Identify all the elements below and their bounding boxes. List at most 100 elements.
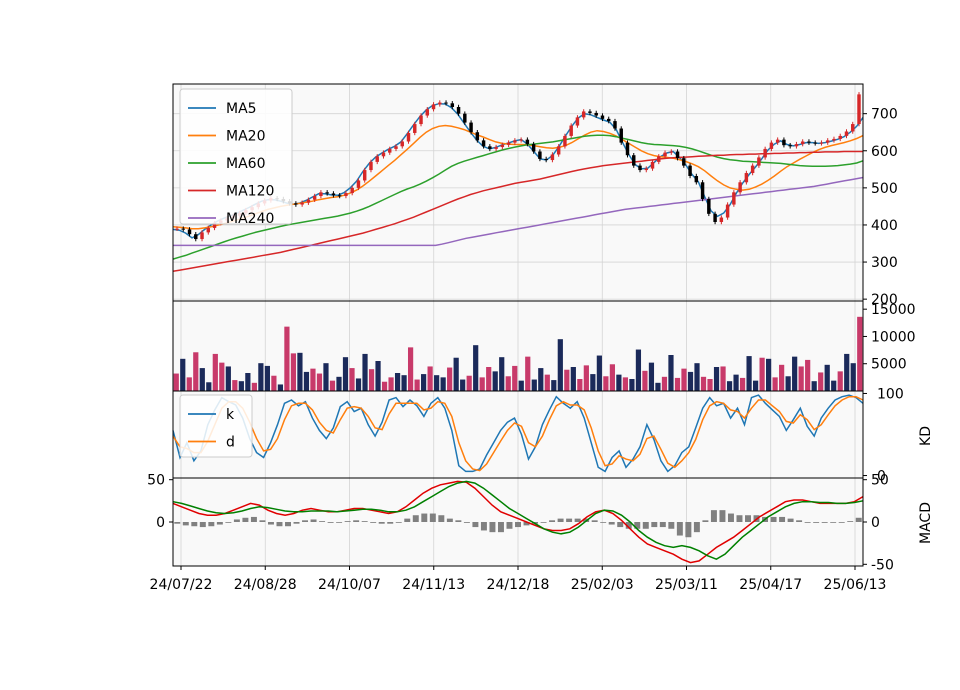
legend-label-ma60: MA60 <box>226 156 265 172</box>
candle-body <box>600 115 605 119</box>
volume-bar <box>290 353 297 391</box>
candle-body <box>725 204 730 218</box>
volume-bar <box>739 377 746 391</box>
candle-body <box>800 141 805 145</box>
volume-bar <box>486 367 492 391</box>
volume-bar <box>414 379 420 391</box>
macd-histogram-bar <box>727 513 734 522</box>
volume-bar <box>622 377 629 391</box>
macd-histogram-bar <box>429 513 436 522</box>
macd-histogram-bar <box>412 515 419 522</box>
volume-bar <box>368 369 375 391</box>
axis-ticks: 24/07/22 24/08/28 24/10/07 24/11/13 24/12/18… <box>147 107 915 593</box>
candle-body <box>413 124 417 133</box>
candle-body <box>606 118 611 122</box>
volume-bar <box>726 381 733 391</box>
candle-body <box>475 132 480 141</box>
candle-body <box>350 187 354 194</box>
candle-body <box>444 102 448 104</box>
legend-label-ma240: MA240 <box>226 211 274 227</box>
candle-body <box>381 152 386 157</box>
macd-histogram-bar <box>591 520 598 522</box>
macd-histogram-bar <box>293 522 300 524</box>
volume-bar <box>557 339 563 391</box>
volume-bar <box>824 364 830 391</box>
candle-body <box>575 117 580 126</box>
candle-body <box>819 142 824 144</box>
kd-k-line <box>172 394 864 473</box>
macd-histogram-bar <box>480 522 487 531</box>
volume-bar <box>232 380 238 391</box>
volume-bar <box>713 367 720 391</box>
macd-histogram-bar <box>693 522 700 533</box>
series-ma120-line <box>172 150 863 273</box>
volume-bar <box>798 366 804 391</box>
candle-body <box>400 141 404 147</box>
candle-body <box>356 180 361 188</box>
macd-histogram-bar <box>497 522 504 533</box>
volume-bar <box>844 353 850 391</box>
legend-label-k: k <box>226 407 235 423</box>
candle-body <box>212 223 217 228</box>
x-tick-label: 24/11/13 <box>402 577 465 593</box>
x-tick-label: 24/08/28 <box>234 577 297 593</box>
macd-histogram-bar <box>327 522 334 523</box>
candle-body <box>838 135 842 139</box>
macd-histogram-bar <box>319 521 326 522</box>
candle-body <box>331 193 336 196</box>
price-y-tick-label: 500 <box>871 181 898 197</box>
x-tick-label: 25/06/13 <box>824 577 887 593</box>
candle-body <box>807 141 811 143</box>
macd-histogram-bar <box>676 522 683 536</box>
volume-bar <box>238 381 244 391</box>
macd-histogram-bar <box>506 522 513 529</box>
candle-body <box>194 234 198 240</box>
candle-body <box>181 228 185 230</box>
price-y-tick-label: 700 <box>871 107 898 123</box>
macd-histogram-bar <box>489 522 496 533</box>
candle-body <box>844 131 849 136</box>
price-y-tick-label: 200 <box>871 292 898 308</box>
macd-histogram-bar <box>659 522 666 528</box>
volume-bar <box>329 380 336 391</box>
candle-body <box>544 158 548 161</box>
macd-histogram-bar <box>804 522 811 523</box>
macd-histogram-bar <box>796 520 803 522</box>
candle-body <box>669 151 674 153</box>
macd-histogram-bar <box>540 522 547 523</box>
volume-bar <box>700 376 707 391</box>
candle-body <box>594 112 598 116</box>
candle-body <box>513 140 517 143</box>
volume-bar <box>407 347 414 391</box>
candle-body <box>757 157 761 166</box>
volume-y-tick-label: 15000 <box>871 302 916 318</box>
volume-bar <box>225 366 231 391</box>
macd-histogram-bar <box>404 518 411 522</box>
volume-bar <box>342 357 349 391</box>
volume-bar <box>421 374 427 391</box>
candle-body <box>312 196 317 200</box>
kd-axis-label: KD <box>918 426 934 446</box>
volume-bar <box>707 379 713 391</box>
volume-bar <box>473 345 479 391</box>
macd-histogram-bar <box>608 522 615 525</box>
candle-body <box>488 146 492 149</box>
volume-bar <box>505 376 511 391</box>
volume-bar <box>648 362 655 391</box>
volume-bar <box>752 380 759 391</box>
macd-histogram-bar <box>770 516 777 522</box>
x-tick-label: 24/10/07 <box>318 577 381 593</box>
volume-bar <box>551 380 557 391</box>
macd-histogram-bar <box>361 521 368 522</box>
volume-bar <box>186 377 192 391</box>
macd-histogram-bar <box>787 518 794 522</box>
macd-histogram-bar <box>642 522 649 529</box>
macd-histogram-bar <box>455 520 462 522</box>
volume-bar <box>284 326 290 391</box>
macd-histogram-bar <box>651 522 658 528</box>
candle-body <box>369 161 373 171</box>
candle-body <box>500 144 505 148</box>
macd-y-tick-label-right: 50 <box>871 473 889 489</box>
candle-body <box>663 152 667 157</box>
volume-bar <box>779 364 785 391</box>
